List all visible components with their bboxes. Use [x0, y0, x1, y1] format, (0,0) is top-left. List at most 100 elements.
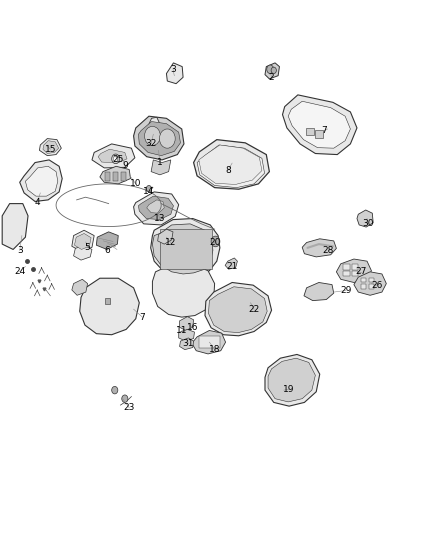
Polygon shape: [151, 219, 220, 278]
Polygon shape: [288, 101, 350, 148]
Text: 7: 7: [139, 313, 145, 321]
Polygon shape: [72, 230, 94, 252]
Circle shape: [122, 395, 128, 402]
Polygon shape: [158, 229, 173, 244]
Polygon shape: [357, 210, 373, 227]
Text: 7: 7: [321, 126, 327, 135]
Text: 13: 13: [154, 214, 166, 223]
Polygon shape: [179, 329, 194, 341]
Polygon shape: [166, 63, 183, 84]
Polygon shape: [336, 259, 371, 282]
Polygon shape: [268, 358, 315, 402]
Polygon shape: [147, 200, 164, 213]
Polygon shape: [100, 166, 131, 184]
Polygon shape: [2, 204, 28, 249]
Bar: [121, 172, 126, 181]
Text: 30: 30: [362, 220, 374, 228]
Bar: [369, 284, 374, 289]
Polygon shape: [180, 317, 194, 330]
Bar: [306, 128, 314, 135]
Polygon shape: [197, 145, 265, 188]
Polygon shape: [134, 116, 184, 160]
Polygon shape: [225, 258, 237, 269]
Polygon shape: [208, 287, 267, 333]
Polygon shape: [145, 117, 161, 140]
Polygon shape: [138, 122, 180, 156]
Polygon shape: [283, 95, 357, 155]
Text: 6: 6: [104, 246, 110, 255]
Text: 24: 24: [14, 268, 25, 276]
Text: 32: 32: [145, 140, 157, 148]
Polygon shape: [265, 63, 279, 79]
Text: 1: 1: [157, 158, 163, 167]
Bar: [315, 130, 323, 138]
Bar: [199, 336, 220, 348]
Polygon shape: [20, 160, 62, 201]
Polygon shape: [74, 245, 92, 260]
Text: 19: 19: [283, 385, 295, 393]
Polygon shape: [74, 233, 91, 249]
Bar: [105, 172, 110, 181]
Polygon shape: [96, 232, 118, 249]
Text: 31: 31: [183, 340, 194, 348]
Polygon shape: [354, 272, 386, 295]
Text: 8: 8: [225, 166, 231, 175]
Text: 23: 23: [124, 403, 135, 412]
Polygon shape: [92, 144, 135, 168]
Text: 25: 25: [113, 156, 124, 164]
Text: 20: 20: [209, 238, 220, 247]
Polygon shape: [194, 140, 269, 189]
Circle shape: [267, 65, 274, 74]
Polygon shape: [25, 166, 58, 196]
Text: 27: 27: [356, 268, 367, 276]
Polygon shape: [180, 338, 194, 350]
Bar: [113, 172, 118, 181]
Text: 9: 9: [122, 161, 128, 169]
Bar: [361, 284, 366, 289]
Bar: [105, 298, 110, 304]
Bar: [369, 278, 374, 282]
Bar: [352, 264, 358, 270]
Bar: [352, 271, 358, 276]
Text: 14: 14: [143, 188, 155, 196]
Circle shape: [211, 236, 220, 247]
Polygon shape: [72, 279, 88, 295]
Circle shape: [112, 154, 120, 164]
Text: 28: 28: [323, 246, 334, 255]
Polygon shape: [152, 224, 213, 274]
Polygon shape: [265, 354, 320, 406]
Polygon shape: [205, 282, 272, 336]
Bar: [361, 278, 366, 282]
Text: 18: 18: [209, 345, 220, 353]
Polygon shape: [192, 330, 226, 354]
Polygon shape: [138, 196, 173, 220]
Circle shape: [159, 129, 175, 148]
Text: 11: 11: [176, 326, 187, 335]
Polygon shape: [134, 192, 179, 225]
Circle shape: [145, 126, 160, 146]
Bar: [160, 229, 212, 269]
Text: 2: 2: [269, 73, 274, 82]
Text: 21: 21: [226, 262, 238, 271]
Text: 4: 4: [35, 198, 40, 207]
Polygon shape: [304, 282, 334, 301]
Polygon shape: [43, 141, 59, 154]
Text: 29: 29: [340, 286, 352, 295]
Text: 15: 15: [45, 145, 56, 154]
Polygon shape: [80, 278, 139, 335]
Bar: [343, 271, 350, 276]
Polygon shape: [151, 160, 171, 175]
Text: 22: 22: [248, 305, 260, 313]
Text: 26: 26: [371, 281, 382, 289]
Polygon shape: [152, 264, 215, 317]
Polygon shape: [98, 149, 127, 163]
Circle shape: [146, 185, 152, 192]
Text: 5: 5: [85, 244, 91, 252]
Polygon shape: [39, 139, 61, 156]
Text: 3: 3: [17, 246, 23, 255]
Text: 3: 3: [170, 65, 176, 74]
Text: 16: 16: [187, 324, 198, 332]
Circle shape: [112, 386, 118, 394]
Text: 10: 10: [130, 180, 141, 188]
Polygon shape: [199, 145, 262, 184]
